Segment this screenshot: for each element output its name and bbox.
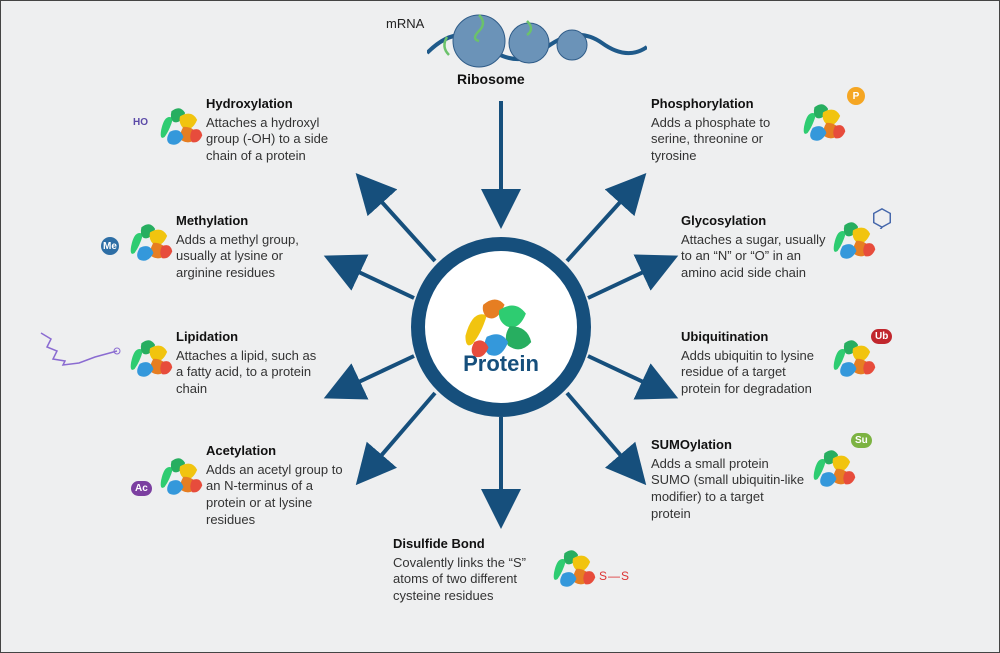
tag-phosphate: P [847,87,865,105]
node-acetylation: Acetylation Adds an acetyl group to an N… [206,443,351,528]
tag-acetyl: Ac [131,481,152,496]
node-desc: Adds a phosphate to serine, threonine or… [651,115,796,165]
node-desc: Adds a methyl group, usually at lysine o… [176,232,321,282]
node-title: SUMOylation [651,437,806,454]
node-lipidation: Lipidation Attaches a lipid, such as a f… [176,329,321,398]
protein-icon [797,97,849,145]
node-desc: Adds an acetyl group to an N-terminus of… [206,462,351,529]
node-title: Phosphorylation [651,96,796,113]
node-title: Methylation [176,213,321,230]
tag-sumo: Su [851,433,872,448]
hub-label: Protein [463,351,539,377]
node-title: Disulfide Bond [393,536,543,553]
node-title: Lipidation [176,329,321,346]
protein-icon [154,101,206,149]
node-desc: Attaches a sugar, usually to an “N” or “… [681,232,826,282]
tag-methyl: Me [101,237,119,255]
protein-icon [154,451,206,499]
node-title: Hydroxylation [206,96,351,113]
node-title: Ubiquitination [681,329,826,346]
node-sumoylation: SUMOylation Adds a small protein SUMO (s… [651,437,806,522]
node-desc: Covalently links the “S” atoms of two di… [393,555,543,605]
tag-ubiquitin: Ub [871,329,892,344]
ribosome-label: Ribosome [457,71,525,87]
node-title: Acetylation [206,443,351,460]
node-glycosylation: Glycosylation Attaches a sugar, usually … [681,213,826,282]
protein-icon [124,333,176,381]
node-title: Glycosylation [681,213,826,230]
diagram-stage: mRNA Ribosome Protein Hydroxylat [0,0,1000,653]
sugar-icon [871,207,893,229]
tag-disulfide: S—S [599,569,630,583]
protein-icon [547,543,599,591]
node-desc: Attaches a lipid, such as a fatty acid, … [176,348,321,398]
node-disulfide: Disulfide Bond Covalently links the “S” … [393,536,543,605]
mrna-label: mRNA [386,16,424,31]
protein-hub: Protein [411,237,591,417]
node-desc: Adds ubiquitin to lysine residue of a ta… [681,348,826,398]
ribosome-graphic [427,13,647,71]
node-phosphorylation: Phosphorylation Adds a phosphate to seri… [651,96,796,165]
protein-icon [807,443,859,491]
node-methylation: Methylation Adds a methyl group, usually… [176,213,321,282]
lipid-chain-icon [39,327,129,367]
node-desc: Attaches a hydroxyl group (-OH) to a sid… [206,115,351,165]
node-ubiquitination: Ubiquitination Adds ubiquitin to lysine … [681,329,826,398]
node-hydroxylation: Hydroxylation Attaches a hydroxyl group … [206,96,351,165]
protein-icon [124,217,176,265]
node-desc: Adds a small protein SUMO (small ubiquit… [651,456,806,523]
tag-hydroxyl: HO [129,115,152,130]
